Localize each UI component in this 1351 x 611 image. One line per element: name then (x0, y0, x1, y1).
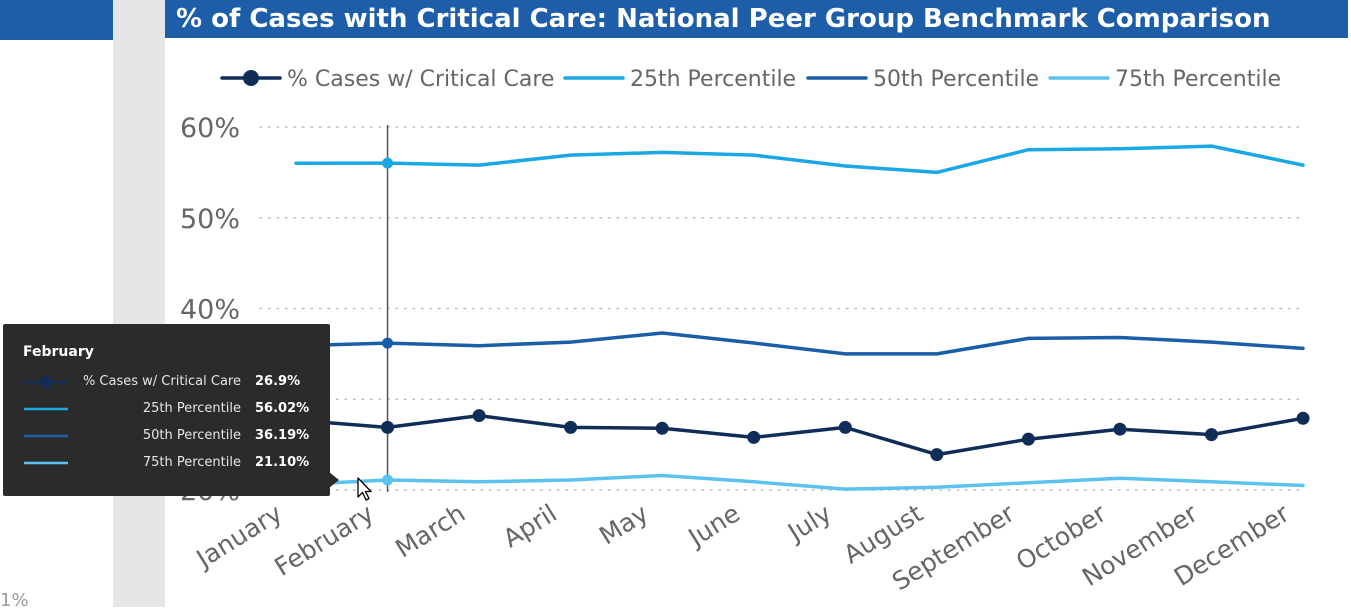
chart-title: % of Cases with Critical Care: National … (176, 4, 1271, 34)
legend-label: 75th Percentile (1115, 67, 1281, 92)
data-point[interactable] (564, 420, 578, 434)
hover-point (382, 474, 394, 486)
data-point[interactable] (1296, 411, 1310, 425)
x-tick-label: February (269, 498, 378, 581)
line-icon (24, 461, 68, 465)
line-marker-icon (24, 376, 68, 388)
series-group[interactable] (289, 144, 1310, 491)
chart-panel[interactable] (165, 0, 1351, 607)
tooltip-row: 75th Percentile 21.10% (3, 453, 330, 473)
panel-gutter (113, 0, 165, 607)
left-panel: 1% (0, 0, 113, 611)
data-point[interactable] (1205, 428, 1218, 442)
legend-item-75th-percentile[interactable]: 75th Percentile (1048, 67, 1281, 92)
tooltip-title: February (23, 344, 94, 360)
left-panel-footer-text: 1% (0, 590, 29, 611)
x-tick-label: May (594, 498, 653, 550)
series-line-75th-percentile[interactable] (294, 473, 1305, 491)
tooltip-row-value: 56.02% (255, 401, 310, 416)
data-point[interactable] (1113, 422, 1127, 436)
tooltip-row: 50th Percentile 36.19% (3, 426, 330, 446)
legend-marker (243, 70, 259, 86)
tooltip-row-value: 21.10% (255, 455, 310, 470)
hover-point (382, 337, 394, 349)
x-tick-label: March (390, 498, 470, 563)
line-icon (24, 407, 68, 411)
y-tick-label: 40% (180, 295, 240, 326)
x-tick-label: July (781, 498, 836, 548)
line-icon (24, 434, 68, 438)
x-tick-label: June (682, 498, 745, 553)
tooltip-row: % Cases w/ Critical Care 26.9% (3, 372, 330, 392)
data-point[interactable] (747, 430, 761, 444)
tooltip-row: 25th Percentile 56.02% (3, 399, 330, 419)
left-panel-header-bar (0, 0, 113, 40)
tooltip-row-label: % Cases w/ Critical Care (82, 374, 241, 389)
tooltip-row-label: 25th Percentile (142, 401, 241, 416)
x-tick-label: April (498, 498, 562, 553)
chart-legend[interactable]: % Cases w/ Critical Care 25th Percentile 5… (220, 67, 1281, 92)
data-point[interactable] (838, 420, 852, 434)
legend-item-50th-percentile[interactable]: 50th Percentile (806, 67, 1039, 92)
data-point[interactable] (930, 448, 944, 462)
data-point[interactable] (381, 420, 395, 434)
tooltip-row-value: 26.9% (255, 374, 301, 389)
tooltip-row-label: 50th Percentile (142, 428, 241, 443)
legend-label: % Cases w/ Critical Care (287, 67, 554, 92)
series-line-25th-percentile[interactable] (294, 144, 1305, 175)
legend-item-25th-percentile[interactable]: 25th Percentile (563, 67, 796, 92)
tooltip-row-label: 75th Percentile (142, 455, 241, 470)
series-line-50th-percentile[interactable] (294, 331, 1305, 356)
series-line-cases-w-critical-care[interactable] (294, 413, 1305, 457)
legend-item-cases-w-critical-care[interactable]: % Cases w/ Critical Care (220, 67, 554, 92)
legend-label: 50th Percentile (873, 67, 1039, 92)
tooltip: February % Cases w/ Critical Care 26.9% 25… (3, 324, 339, 496)
hover-point (382, 157, 394, 169)
data-point[interactable] (472, 409, 486, 423)
y-tick-label: 60% (180, 113, 240, 144)
tooltip-pointer (329, 472, 339, 488)
data-point[interactable] (1021, 432, 1035, 446)
y-tick-label: 50% (180, 204, 240, 235)
data-point[interactable] (655, 421, 669, 435)
legend-label: 25th Percentile (630, 67, 796, 92)
chart-title-bar (165, 0, 1348, 38)
mouse-pointer-icon (357, 477, 372, 501)
tooltip-row-value: 36.19% (255, 428, 310, 443)
